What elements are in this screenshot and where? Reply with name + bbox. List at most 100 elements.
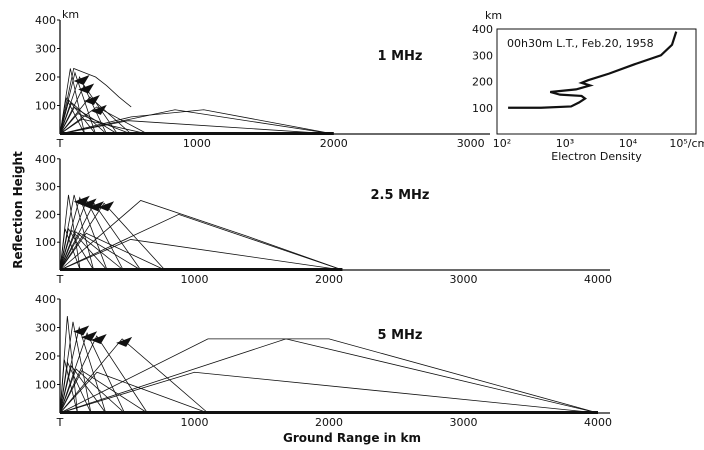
inset-y-unit: km xyxy=(485,9,502,22)
ray-path xyxy=(59,231,124,271)
caustic-mark xyxy=(80,198,97,209)
ray-path xyxy=(59,325,107,414)
ray-path xyxy=(59,368,125,414)
y-tick-label: 100 xyxy=(35,379,56,392)
x-tick-label: 1000 xyxy=(181,273,209,286)
ground-band xyxy=(60,132,334,135)
ray-path xyxy=(59,371,209,414)
inset-x-label: Electron Density xyxy=(551,150,642,163)
ray-path xyxy=(59,361,92,414)
ray-path xyxy=(59,232,141,271)
inset-y-tick-label: 200 xyxy=(472,76,493,89)
ray-path xyxy=(59,335,148,414)
panel-title: 1 MHz xyxy=(378,49,423,64)
inset-x-tick-label: 10⁴ xyxy=(619,137,638,150)
ray-path xyxy=(59,202,166,271)
ray-path xyxy=(59,232,166,271)
series-line xyxy=(59,200,343,271)
ray-path xyxy=(59,75,107,135)
figure-y-label: Reflection Height xyxy=(11,151,25,269)
x-tick-label: T xyxy=(56,137,64,150)
series-line xyxy=(59,67,132,135)
y-tick-label: 300 xyxy=(35,181,56,194)
ray-path xyxy=(59,118,148,135)
y-tick-label: 100 xyxy=(35,236,56,249)
caustic-mark xyxy=(78,83,95,94)
ray-path xyxy=(59,338,599,414)
panel-1: 100 200 300 400 km T 1000 2000 3000 1 MHz xyxy=(35,8,490,150)
ray-path xyxy=(59,96,85,135)
caustic-mark xyxy=(81,331,98,342)
caustic-mark xyxy=(73,195,90,206)
y-tick-label: 200 xyxy=(35,208,56,221)
ray-path xyxy=(59,227,94,271)
ray-path xyxy=(59,99,96,135)
x-tick-label: 4000 xyxy=(584,273,612,286)
ray-family xyxy=(59,67,334,135)
y-tick-label: 400 xyxy=(35,293,56,306)
caustic-mark xyxy=(83,94,100,105)
caustic-mark xyxy=(87,201,104,212)
inset-x-tick-label: 10³ xyxy=(556,137,574,150)
y-tick-label: 400 xyxy=(35,14,56,27)
figure-x-label: Ground Range in km xyxy=(283,431,421,445)
y-tick-label: 200 xyxy=(35,350,56,363)
x-tick-label: 1000 xyxy=(181,416,209,429)
ground-band xyxy=(60,411,598,414)
y-tick-label: 300 xyxy=(35,43,56,56)
ray-path xyxy=(59,101,107,135)
x-tick-label: 2000 xyxy=(320,137,348,150)
ray-path xyxy=(59,370,148,414)
inset-y-tick-label: 300 xyxy=(472,49,493,62)
ray-family xyxy=(59,194,343,271)
y-tick-label: 300 xyxy=(35,322,56,335)
x-tick-label: 3000 xyxy=(450,416,478,429)
ray-path xyxy=(59,338,209,414)
ray-path xyxy=(59,84,118,135)
ray-path xyxy=(59,228,81,271)
series-line xyxy=(59,338,599,414)
inset-frame xyxy=(496,28,697,135)
inset-x-tick-label: 10² xyxy=(493,137,511,150)
x-tick-label: 2000 xyxy=(315,416,343,429)
ground-band xyxy=(60,268,343,271)
caustic-mark xyxy=(116,336,133,347)
caustic-mark xyxy=(90,104,107,115)
x-tick-label: 4000 xyxy=(584,416,612,429)
x-tick-label: T xyxy=(56,416,64,429)
y-tick-label: 100 xyxy=(35,100,56,113)
y-unit-label: km xyxy=(62,8,79,21)
ray-path xyxy=(59,109,334,135)
panel-2: 100 200 300 400 T 1000 2000 3000 4000 2.5 MHz xyxy=(35,153,612,286)
ray-path xyxy=(59,371,599,414)
ray-path xyxy=(59,239,343,271)
ray-path xyxy=(59,365,107,414)
inset-title: 00h30m L.T., Feb.20, 1958 xyxy=(507,37,654,50)
ray-path xyxy=(59,202,142,271)
caustic-mark xyxy=(73,75,90,85)
x-tick-label: 2000 xyxy=(315,273,343,286)
y-tick-label: 400 xyxy=(35,153,56,166)
caustic-mark xyxy=(90,334,107,345)
ray-path xyxy=(59,106,148,135)
ray-path xyxy=(59,113,132,135)
y-tick-label: 200 xyxy=(35,71,56,84)
caustic-mark xyxy=(98,201,115,212)
ray-path xyxy=(59,120,334,135)
inset-y-tick-label: 400 xyxy=(472,23,493,36)
ray-path xyxy=(59,213,343,271)
ray-path xyxy=(59,359,78,414)
x-tick-label: 3000 xyxy=(450,273,478,286)
inset-x-tick-label: 10⁵/cm³ xyxy=(669,137,704,150)
panel-title: 5 MHz xyxy=(378,328,423,343)
density-profile-line xyxy=(508,31,678,109)
ray-path xyxy=(59,196,108,271)
caustic-mark xyxy=(73,325,90,336)
ray-path xyxy=(59,332,125,414)
x-tick-label: 1000 xyxy=(183,137,211,150)
x-tick-label: 3000 xyxy=(457,137,485,150)
x-tick-label: T xyxy=(56,273,64,286)
inset-y-tick-label: 100 xyxy=(472,102,493,115)
